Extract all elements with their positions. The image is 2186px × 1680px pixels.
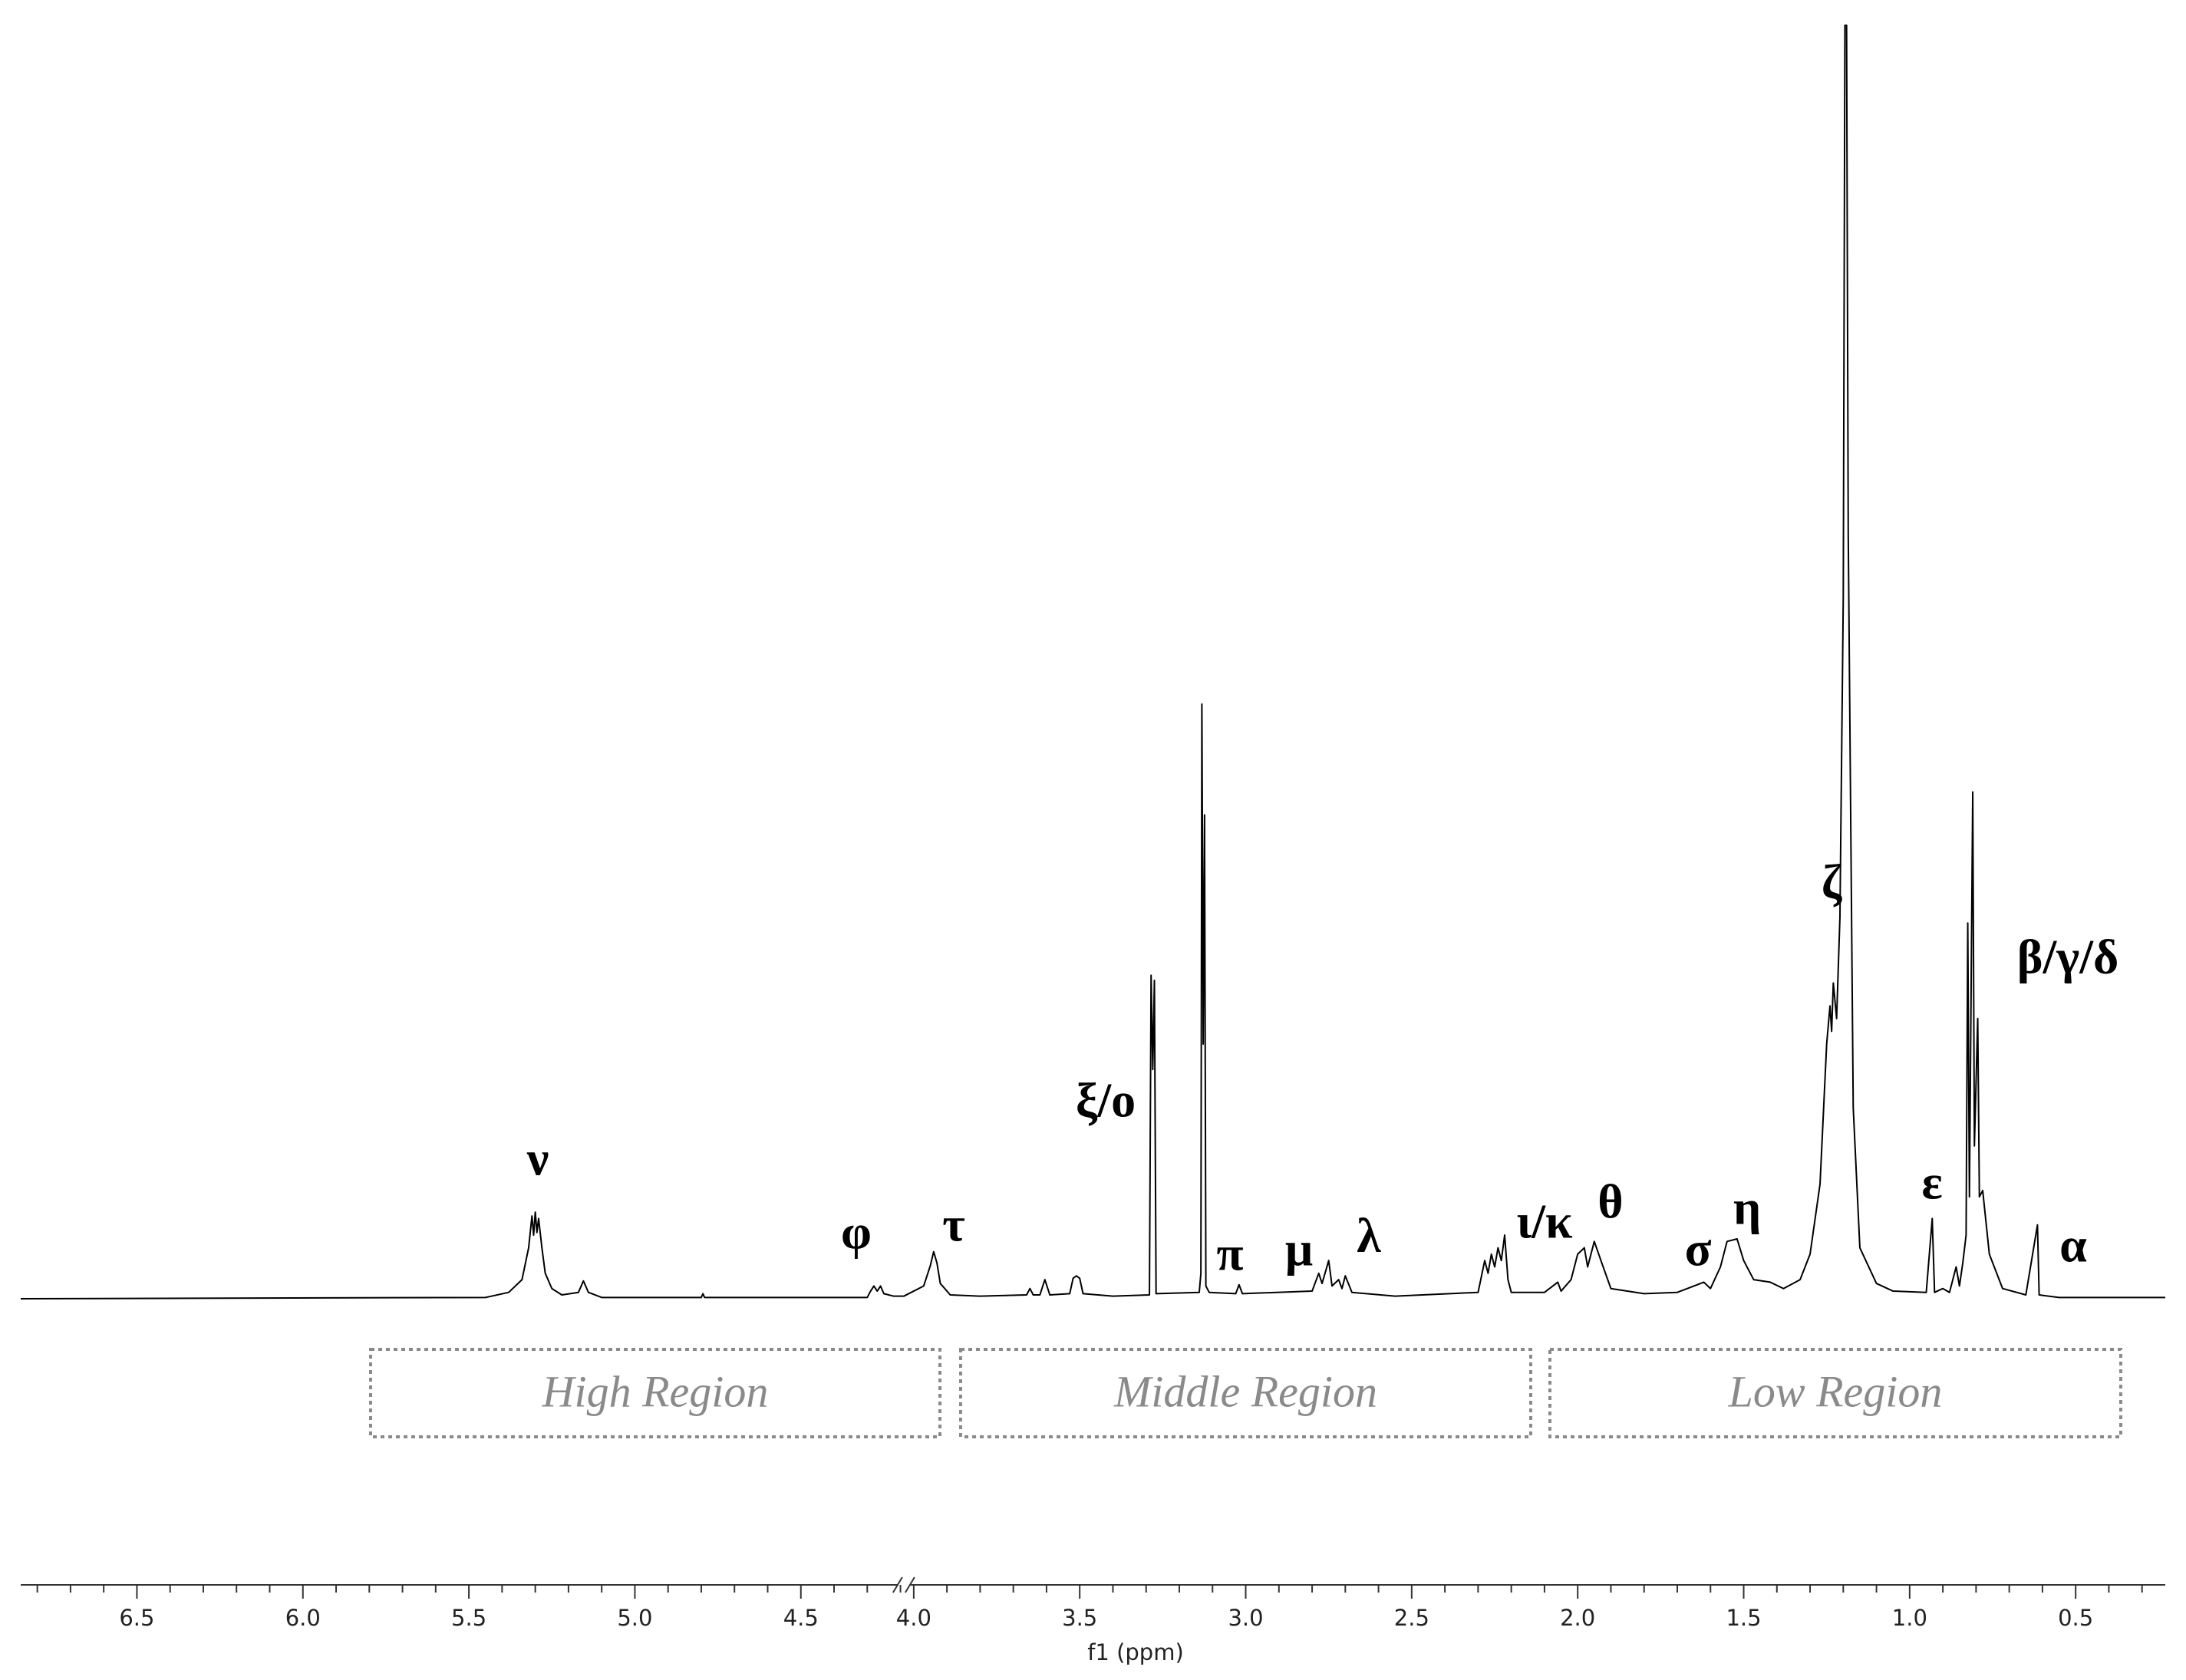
peak-label: η xyxy=(1733,1181,1761,1235)
peak-label: ξ/o xyxy=(1076,1073,1136,1128)
peak-label: ε xyxy=(1921,1155,1942,1210)
x-tick-label: 6.0 xyxy=(285,1605,321,1631)
x-tick-label: 0.5 xyxy=(2058,1605,2093,1631)
region-label: Low Region xyxy=(1728,1366,1943,1416)
x-tick-label: 2.5 xyxy=(1394,1605,1429,1631)
region-label: High Region xyxy=(542,1366,769,1416)
peak-label: σ xyxy=(1685,1222,1712,1276)
peak-label: ζ xyxy=(1822,855,1843,909)
x-tick-label: 3.0 xyxy=(1228,1605,1263,1631)
axis-break xyxy=(892,1576,903,1593)
x-tick-label: 4.0 xyxy=(896,1605,931,1631)
peak-label: π xyxy=(1216,1227,1243,1281)
region-label: Middle Region xyxy=(1113,1366,1377,1416)
peak-label: λ xyxy=(1357,1208,1381,1263)
x-tick-label: 5.5 xyxy=(451,1605,486,1631)
x-axis-title: f1 (ppm) xyxy=(1087,1639,1184,1665)
peak-label: β/γ/δ xyxy=(2017,930,2118,984)
x-tick-label: 3.5 xyxy=(1062,1605,1097,1631)
peak-label: τ xyxy=(942,1197,965,1252)
peak-label: ν xyxy=(526,1132,549,1186)
region-box xyxy=(369,1348,941,1438)
region-box xyxy=(959,1348,1532,1438)
peak-label: ι/κ xyxy=(1516,1194,1573,1249)
x-tick-label: 4.5 xyxy=(783,1605,819,1631)
x-tick-label: 1.0 xyxy=(1892,1605,1927,1631)
x-tick-label: 6.5 xyxy=(119,1605,154,1631)
region-box xyxy=(1548,1348,2122,1438)
x-tick-label: 2.0 xyxy=(1560,1605,1595,1631)
peak-label: φ xyxy=(841,1205,872,1260)
x-tick-label: 1.5 xyxy=(1726,1605,1761,1631)
peak-label: α xyxy=(2059,1218,2087,1273)
peak-label: θ xyxy=(1597,1174,1623,1229)
axis-break xyxy=(905,1576,915,1593)
spectrum-line xyxy=(20,25,2165,1300)
x-tick-label: 5.0 xyxy=(617,1605,652,1631)
peak-label: μ xyxy=(1285,1222,1313,1276)
